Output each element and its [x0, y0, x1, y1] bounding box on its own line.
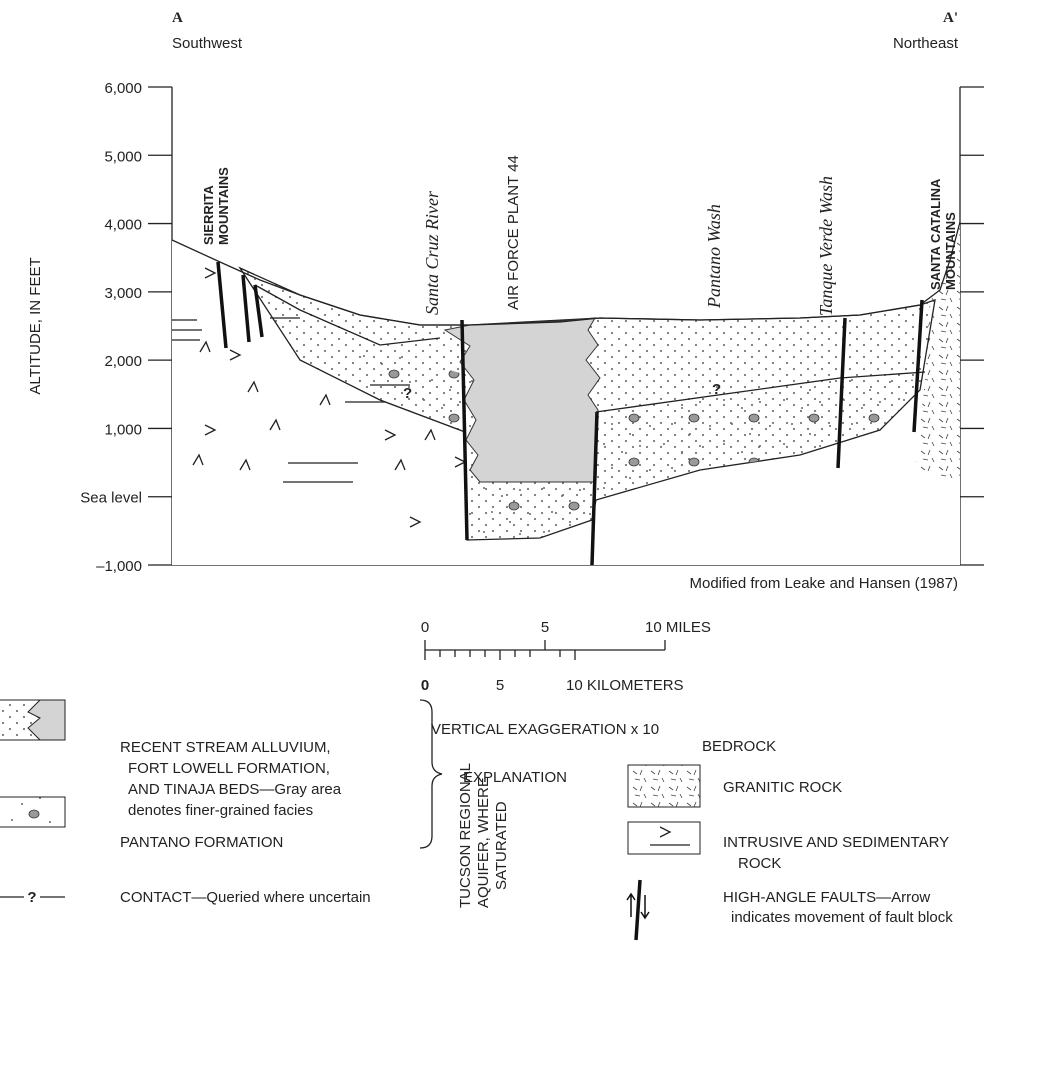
legend-text: PANTANO FORMATION [120, 834, 283, 851]
bracket-label: SATURATED [493, 801, 510, 890]
legend-text: INTRUSIVE AND SEDIMENTARY [723, 834, 949, 851]
tick-label: Sea level [80, 490, 142, 507]
scale-bar [425, 640, 665, 660]
direction-label: Northeast [893, 35, 959, 52]
scale-label: 10 MILES [645, 619, 711, 636]
legend-text: FORT LOWELL FORMATION, [128, 760, 330, 777]
place-label: MOUNTAINS [943, 212, 958, 290]
legend-text: GRANITIC ROCK [723, 779, 842, 796]
tick-label: 4,000 [104, 217, 142, 234]
cross-section-figure: A Southwest A' Northeast ALTITUDE, IN FE… [0, 0, 1045, 1078]
scale-label: 0 [421, 619, 429, 636]
legend-text: indicates movement of fault block [731, 909, 953, 926]
legend-text: RECENT STREAM ALLUVIUM, [120, 739, 331, 756]
legend-text: denotes finer-grained facies [128, 802, 313, 819]
place-label: SIERRITA [201, 185, 216, 245]
tick-label: 1,000 [104, 421, 142, 438]
wash-label: Pantano Wash [704, 204, 724, 309]
scale-label: 5 [541, 619, 549, 636]
legend-swatch [628, 822, 700, 854]
query-mark: ? [712, 381, 721, 398]
tick-label: 3,000 [104, 285, 142, 302]
tick-label: 2,000 [104, 353, 142, 370]
tick-label: 6,000 [104, 80, 142, 97]
scale-label: 5 [496, 677, 504, 694]
direction-label: Southwest [172, 35, 243, 52]
tick-label: –1,000 [96, 558, 142, 575]
axis-title: ALTITUDE, IN FEET [27, 257, 44, 394]
bracket-label: AQUIFER, WHERE [475, 777, 492, 908]
exaggeration-note: VERTICAL EXAGGERATION x 10 [431, 721, 659, 738]
wash-label: Tanque Verde Wash [816, 176, 836, 316]
place-label: SANTA CATALINA [928, 178, 943, 290]
legend-text: AND TINAJA BEDS—Gray area [128, 781, 342, 798]
scale-label: 10 KILOMETERS [566, 677, 684, 694]
river-label: Santa Cruz River [422, 190, 442, 315]
place-label: AIR FORCE PLANT 44 [505, 155, 522, 310]
legend-text: HIGH-ANGLE FAULTS—Arrow [723, 889, 930, 906]
section-end-label: A' [943, 10, 958, 26]
tick-label: 5,000 [104, 148, 142, 165]
query-mark: ? [403, 385, 412, 402]
legend-swatch [628, 765, 700, 807]
fault-symbol [627, 880, 649, 940]
place-label: MOUNTAINS [216, 167, 231, 245]
scale-label: 0 [421, 677, 429, 694]
section-start-label: A [172, 10, 183, 26]
source-note: Modified from Leake and Hansen (1987) [690, 575, 959, 592]
legend-text: CONTACT—Queried where uncertain [120, 889, 371, 906]
legend-symbol: ? [27, 889, 36, 906]
legend-swatch [0, 797, 65, 827]
legend-text: ROCK [738, 855, 781, 872]
bracket-label: TUCSON REGIONAL [457, 763, 474, 908]
legend-heading: BEDROCK [702, 738, 776, 755]
